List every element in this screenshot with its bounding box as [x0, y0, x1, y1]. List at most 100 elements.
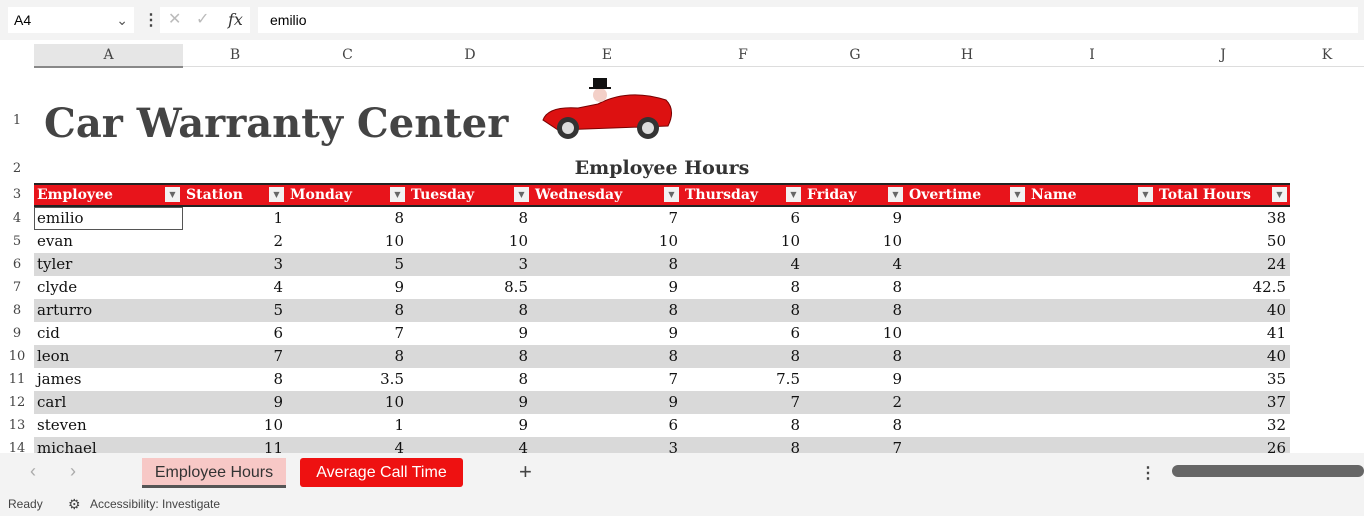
- cell[interactable]: 6: [273, 324, 283, 342]
- filter-dropdown-icon[interactable]: ▼: [269, 187, 284, 202]
- sheet-tab-average-call-time[interactable]: Average Call Time: [300, 458, 463, 487]
- cell[interactable]: 7: [790, 393, 800, 411]
- cell[interactable]: 24: [1266, 255, 1286, 273]
- cell[interactable]: emilio: [37, 209, 84, 227]
- cell[interactable]: 10: [882, 324, 902, 342]
- formula-input[interactable]: emilio: [258, 7, 1358, 33]
- cell[interactable]: 8: [668, 347, 678, 365]
- add-sheet-icon[interactable]: +: [519, 459, 532, 484]
- cell[interactable]: 3: [273, 255, 283, 273]
- cell[interactable]: 4: [790, 255, 800, 273]
- cell[interactable]: 10: [780, 232, 800, 250]
- row-header-7[interactable]: 7: [12, 280, 22, 295]
- cell[interactable]: 40: [1266, 301, 1286, 319]
- cell[interactable]: 7: [273, 347, 283, 365]
- cell[interactable]: 8: [892, 416, 902, 434]
- cell[interactable]: 10: [508, 232, 528, 250]
- cell[interactable]: 8: [790, 301, 800, 319]
- row-header-12[interactable]: 12: [8, 395, 26, 410]
- row-header-4[interactable]: 4: [12, 211, 22, 226]
- cell[interactable]: 10: [882, 232, 902, 250]
- chevron-down-icon[interactable]: ⌄: [116, 12, 128, 28]
- cell[interactable]: [1028, 299, 1156, 322]
- cell[interactable]: 40: [1266, 347, 1286, 365]
- column-header-A[interactable]: A: [34, 44, 183, 68]
- accessibility-status[interactable]: Accessibility: Investigate: [90, 497, 221, 511]
- cell[interactable]: 3: [518, 255, 528, 273]
- cell[interactable]: 8: [892, 278, 902, 296]
- filter-dropdown-icon[interactable]: ▼: [165, 187, 180, 202]
- confirm-icon[interactable]: ✓: [196, 11, 210, 28]
- cell[interactable]: [1028, 368, 1156, 391]
- row-header-9[interactable]: 9: [12, 326, 22, 341]
- cell[interactable]: 9: [273, 393, 283, 411]
- column-header-I[interactable]: I: [1028, 44, 1156, 67]
- cell[interactable]: 5: [273, 301, 283, 319]
- cell[interactable]: michael: [37, 439, 97, 453]
- cell[interactable]: [1028, 207, 1156, 230]
- cell[interactable]: [1028, 230, 1156, 253]
- cell[interactable]: arturro: [37, 301, 93, 319]
- cell[interactable]: 4: [518, 439, 528, 453]
- cell[interactable]: 8: [518, 347, 528, 365]
- cell[interactable]: 9: [892, 370, 902, 388]
- fx-icon[interactable]: fx: [228, 10, 243, 29]
- row-header-5[interactable]: 5: [12, 234, 22, 249]
- cell[interactable]: [1028, 437, 1156, 453]
- cell[interactable]: 10: [263, 416, 283, 434]
- more-icon[interactable]: ⋮: [143, 12, 159, 29]
- cell[interactable]: 9: [668, 324, 678, 342]
- cell[interactable]: 9: [668, 393, 678, 411]
- cell[interactable]: 9: [518, 416, 528, 434]
- cell[interactable]: 8: [518, 209, 528, 227]
- cell[interactable]: 8: [892, 347, 902, 365]
- cell[interactable]: 6: [790, 324, 800, 342]
- cell[interactable]: 8: [394, 209, 404, 227]
- cell[interactable]: [1028, 414, 1156, 437]
- row-header-3[interactable]: 3: [12, 187, 22, 202]
- cell[interactable]: 4: [273, 278, 283, 296]
- row-header-11[interactable]: 11: [8, 372, 26, 387]
- column-header-F[interactable]: F: [682, 44, 804, 67]
- row-header-6[interactable]: 6: [12, 257, 22, 272]
- cell[interactable]: [1028, 322, 1156, 345]
- column-header-B[interactable]: B: [183, 44, 287, 67]
- cell[interactable]: 7: [668, 370, 678, 388]
- cell[interactable]: 9: [892, 209, 902, 227]
- row-header-14[interactable]: 14: [8, 441, 26, 453]
- cell[interactable]: 4: [892, 255, 902, 273]
- cell[interactable]: 9: [394, 278, 404, 296]
- cancel-icon[interactable]: ✕: [168, 11, 182, 28]
- cell[interactable]: 9: [518, 324, 528, 342]
- cell[interactable]: 7.5: [776, 370, 800, 388]
- cell[interactable]: 7: [668, 209, 678, 227]
- cell[interactable]: [1028, 276, 1156, 299]
- cell[interactable]: 50: [1266, 232, 1286, 250]
- cell[interactable]: 9: [668, 278, 678, 296]
- cell[interactable]: 8.5: [504, 278, 528, 296]
- cell[interactable]: cid: [37, 324, 60, 342]
- cell[interactable]: [1028, 253, 1156, 276]
- sheet-tab-employee-hours[interactable]: Employee Hours: [142, 458, 286, 488]
- filter-dropdown-icon[interactable]: ▼: [888, 187, 903, 202]
- cell[interactable]: 1: [273, 209, 283, 227]
- column-header-D[interactable]: D: [408, 44, 532, 67]
- cell[interactable]: 26: [1266, 439, 1286, 453]
- accessibility-icon[interactable]: ⚙: [68, 496, 81, 512]
- column-header-K[interactable]: K: [1290, 44, 1364, 67]
- cell[interactable]: [906, 207, 1028, 230]
- cell[interactable]: [906, 276, 1028, 299]
- cell[interactable]: 10: [658, 232, 678, 250]
- cell[interactable]: 8: [518, 370, 528, 388]
- cell[interactable]: 3.5: [380, 370, 404, 388]
- cell[interactable]: 8: [394, 347, 404, 365]
- cell[interactable]: 8: [790, 416, 800, 434]
- cell[interactable]: 42.5: [1252, 278, 1286, 296]
- cell[interactable]: 3: [668, 439, 678, 453]
- cell[interactable]: 8: [668, 255, 678, 273]
- column-header-E[interactable]: E: [532, 44, 682, 67]
- cell[interactable]: 41: [1266, 324, 1286, 342]
- filter-dropdown-icon[interactable]: ▼: [664, 187, 679, 202]
- next-sheet-icon[interactable]: ›: [70, 461, 76, 481]
- cell[interactable]: 8: [273, 370, 283, 388]
